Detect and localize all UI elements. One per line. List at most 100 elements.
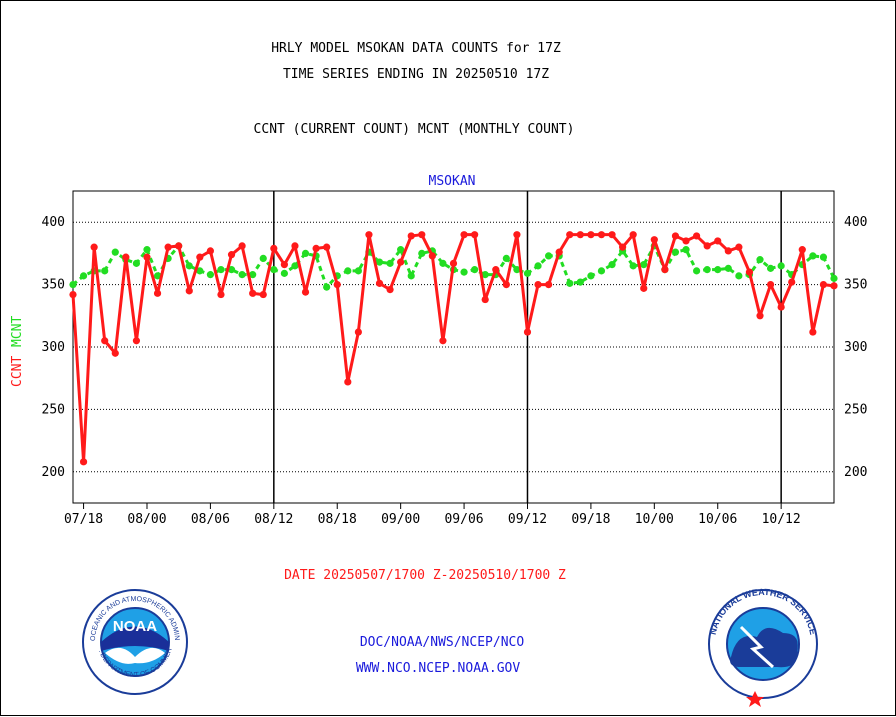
data-point-mcnt [407,272,415,280]
data-point-ccnt [682,237,690,245]
data-point-ccnt [555,248,563,256]
data-point-ccnt [312,244,320,253]
data-point-ccnt [185,287,193,295]
data-point-mcnt [714,266,722,274]
data-point-ccnt [449,259,458,267]
y-axis-title-mcnt: MCNT [10,316,25,347]
data-point-mcnt [301,249,310,257]
data-point-mcnt [354,267,362,275]
org-path-link[interactable]: DOC/NOAA/NWS/NCEP/NCO [360,635,525,650]
data-point-mcnt [344,267,352,275]
y-tick-label-left: 400 [42,215,65,230]
x-tick-label: 10/12 [762,512,801,527]
data-point-ccnt [724,247,732,255]
data-point-mcnt [534,262,542,270]
data-point-ccnt [788,278,796,286]
data-point-mcnt [640,261,648,269]
data-point-mcnt [143,246,151,254]
plot-area: 200 200 250 250 300 300 350 350 400 400 07/18 08/00… [42,190,867,527]
data-point-ccnt [650,236,658,244]
data-point-ccnt [418,231,426,239]
y-tick-label-left: 300 [42,340,65,355]
data-point-mcnt [69,281,77,289]
data-point-ccnt [513,231,521,239]
data-point-mcnt [523,269,532,277]
data-point-ccnt [143,253,151,261]
x-tick-label: 08/06 [191,512,230,527]
data-point-ccnt [196,253,204,261]
data-point-ccnt [629,231,637,239]
data-point-mcnt [439,259,447,267]
data-point-ccnt [206,247,215,255]
data-point-ccnt [492,266,500,274]
y-axis-title-ccnt: CCNT [10,356,25,387]
data-point-ccnt [375,279,384,287]
chart-subtitle: CCNT (CURRENT COUNT) MCNT (MONTHLY COUNT… [254,122,575,137]
data-point-ccnt [101,337,109,345]
data-point-mcnt [724,264,732,272]
data-point-mcnt [101,267,109,275]
data-point-mcnt [386,259,394,267]
data-point-ccnt [608,231,616,239]
x-tick-label: 10/06 [698,512,737,527]
chart-title: MSOKAN [429,174,476,189]
data-point-ccnt [280,261,288,269]
data-point-mcnt [217,266,225,274]
data-point-mcnt [323,283,331,291]
x-tick-label: 10/00 [635,512,674,527]
data-point-ccnt [270,244,278,253]
data-point-mcnt [227,266,236,274]
data-point-mcnt [291,262,299,270]
data-point-ccnt [745,268,754,276]
data-point-ccnt [534,281,542,289]
data-point-mcnt [259,254,267,262]
y-tick-label-right: 400 [844,215,867,230]
data-point-ccnt [259,290,267,299]
data-point-mcnt [196,267,204,275]
data-point-mcnt [249,271,257,279]
website-link[interactable]: WWW.NCO.NCEP.NOAA.GOV [356,661,521,676]
data-point-ccnt [798,246,806,254]
data-point-mcnt [629,262,637,270]
data-point-ccnt [249,289,257,297]
data-point-mcnt [830,274,838,282]
data-point-ccnt [323,243,331,251]
data-point-ccnt [714,237,722,245]
data-point-mcnt [418,249,426,257]
data-point-ccnt [597,231,606,239]
data-point-ccnt [217,290,225,299]
data-point-mcnt [566,279,574,287]
data-point-ccnt [502,281,510,289]
data-point-ccnt [122,253,130,261]
x-tick-label: 08/12 [254,512,293,527]
data-point-ccnt [703,242,711,250]
y-tick-label-right: 250 [844,402,867,417]
data-point-mcnt [397,246,405,254]
data-point-mcnt [471,266,479,274]
page-title-line2: TIME SERIES ENDING IN 20250510 17Z [283,67,549,82]
data-point-mcnt [819,253,828,261]
data-point-ccnt [175,242,183,250]
noaa-ring-bottom-text: U.S. DEPARTMENT OF COMMERCE [1,1,174,679]
data-point-ccnt [238,242,246,250]
data-point-mcnt [692,267,701,275]
data-point-mcnt [502,254,510,262]
data-point-ccnt [407,232,415,240]
y-tick-label-right: 200 [844,465,867,480]
data-point-mcnt [153,272,162,280]
y-tick-label-right: 350 [844,278,867,293]
data-point-ccnt [766,281,775,289]
data-point-ccnt [661,266,669,274]
x-tick-label: 09/18 [571,512,610,527]
data-point-mcnt [132,259,141,267]
x-tick-label: 08/18 [318,512,357,527]
y-tick-label-left: 200 [42,465,65,480]
data-point-ccnt [227,251,236,259]
data-point-ccnt [386,285,394,294]
data-point-ccnt [819,281,828,289]
data-point-ccnt [132,337,141,345]
data-point-ccnt [291,242,299,250]
data-point-mcnt [280,269,288,277]
